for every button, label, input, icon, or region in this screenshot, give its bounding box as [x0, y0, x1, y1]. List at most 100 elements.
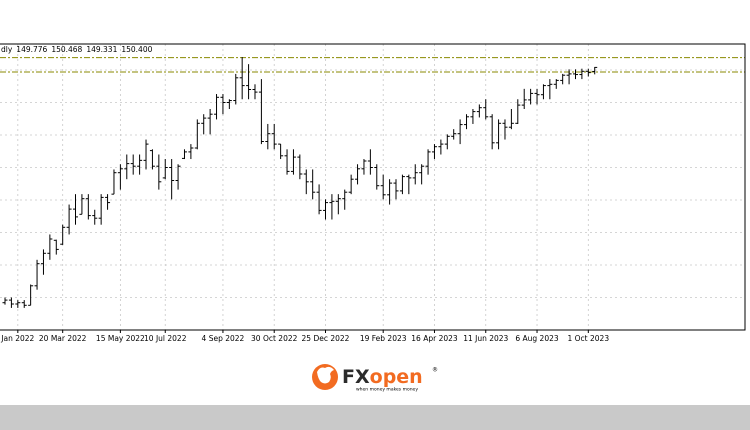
- ohlc-bar: [380, 174, 386, 200]
- ohlc-bar: [457, 119, 463, 145]
- ohlc-bar: [572, 69, 578, 80]
- ohlc-bar: [239, 57, 245, 100]
- ohlc-bar: [303, 169, 309, 195]
- ohlc-bar: [220, 94, 226, 115]
- x-tick-label: 30 Oct 2022: [251, 334, 298, 343]
- ohlc-bar: [79, 194, 85, 215]
- ohlc-bar: [117, 164, 123, 190]
- ohlc-bar: [534, 88, 540, 105]
- ohlc-bar: [579, 68, 585, 80]
- ohlc-bar: [566, 69, 572, 85]
- ohlc-bar: [105, 194, 111, 210]
- ohlc-bar: [444, 134, 450, 150]
- ohlc-bar: [194, 119, 200, 150]
- logo-text: FXopen: [342, 366, 423, 388]
- ohlc-bar: [374, 164, 380, 190]
- ohlc-bar: [226, 99, 232, 109]
- ohlc-bar: [508, 109, 514, 130]
- ohlc-bar: [85, 194, 91, 220]
- ohlc-bar: [553, 79, 559, 89]
- ohlc-value: 149.331: [86, 45, 117, 54]
- ohlc-bar: [175, 164, 181, 190]
- ohlc-bar: [271, 123, 277, 150]
- ohlc-bar: [40, 249, 46, 275]
- ohlc-bar: [233, 73, 239, 105]
- ohlc-bar: [124, 154, 130, 180]
- x-tick-label: 16 Apr 2023: [411, 334, 458, 343]
- ohlc-bar: [143, 139, 149, 170]
- ohlc-bar: [310, 169, 316, 200]
- logo-fx: FX: [342, 366, 370, 388]
- x-tick-label: 20 Mar 2022: [39, 334, 87, 343]
- ohlc-bar: [412, 164, 418, 185]
- x-tick-label: 10 Jul 2022: [144, 334, 187, 343]
- ohlc-bar: [111, 169, 117, 195]
- ohlc-bar: [258, 79, 264, 145]
- ohlc-bar: [528, 88, 534, 105]
- chart-frame: [0, 43, 746, 331]
- ohlc-bar: [53, 239, 59, 255]
- ohlc-bar: [476, 104, 482, 118]
- logo-registered: ®: [432, 367, 438, 374]
- ohlc-bar: [399, 174, 405, 195]
- ohlc-bar: [451, 129, 457, 140]
- logo-open: open: [370, 366, 423, 388]
- ohlc-bar: [348, 174, 354, 195]
- ohlc-bar: [290, 149, 296, 175]
- ohlc-bar: [521, 88, 527, 109]
- x-tick-label: 19 Feb 2023: [360, 334, 407, 343]
- ohlc-bar: [464, 114, 470, 130]
- x-tick-label: 25 Dec 2022: [302, 334, 350, 343]
- ohlc-bar: [278, 143, 284, 160]
- ohlc-bar: [169, 159, 175, 200]
- x-tick-label: 6 Aug 2023: [515, 334, 558, 343]
- ohlc-bar: [297, 154, 303, 180]
- ohlc-bar: [489, 114, 495, 150]
- ohlc-bar: [21, 300, 27, 308]
- ohlc-bar: [585, 68, 591, 77]
- ohlc-bar: [496, 119, 502, 150]
- ohlc-bar: [335, 194, 341, 215]
- plot-area: Jan 2022 20 Mar 2022 15 May 2022 10 Jul 202…: [0, 44, 745, 343]
- ohlc-bar: [547, 79, 553, 100]
- ohlc-bar: [98, 194, 104, 225]
- ohlc-bar: [28, 284, 34, 306]
- x-tick-label: 11 Jun 2023: [463, 334, 508, 343]
- ohlc-bar: [406, 174, 412, 195]
- ohlc-bar: [188, 144, 194, 160]
- footer-band: [0, 405, 750, 430]
- ohlc-bar: [329, 194, 335, 220]
- ohlc-bar: [540, 84, 546, 100]
- background: [0, 0, 750, 405]
- ohlc-bar: [483, 99, 489, 120]
- ohlc-bar: [34, 259, 40, 290]
- ohlc-bar: [246, 64, 252, 100]
- ohlc-bar: [284, 149, 290, 175]
- ohlc-bar: [130, 154, 136, 175]
- ohlc-bar: [560, 73, 566, 85]
- ohlc-bar: [73, 194, 79, 225]
- ohlc-bar: [387, 179, 393, 205]
- ohlc-bar: [60, 224, 66, 245]
- x-tick-label: 4 Sep 2022: [202, 334, 245, 343]
- ohlc-bar: [149, 149, 155, 170]
- ohlc-bar: [592, 66, 598, 75]
- ohlc-bar: [252, 84, 258, 100]
- symbol-label: dly: [1, 45, 13, 54]
- x-tick-label: 1 Oct 2023: [568, 334, 610, 343]
- ohlc-bar: [342, 189, 348, 210]
- ohlc-value: 150.400: [121, 45, 152, 54]
- ohlc-bar: [419, 164, 425, 185]
- ohlc-bar: [181, 149, 187, 160]
- ohlc-bar: [355, 164, 361, 185]
- ohlc-bar: [66, 204, 72, 235]
- ohlc-bar: [92, 209, 98, 225]
- logo: FXopen ® when money makes money: [312, 364, 438, 393]
- ohlc-bar: [15, 300, 21, 308]
- ohlc-bar: [156, 154, 162, 190]
- ohlc-bar: [137, 154, 143, 175]
- ohlc-bar: [515, 99, 521, 124]
- ohlc-header: dly 149.776 150.468 149.331 150.400: [1, 45, 153, 54]
- ohlc-bar: [316, 184, 322, 215]
